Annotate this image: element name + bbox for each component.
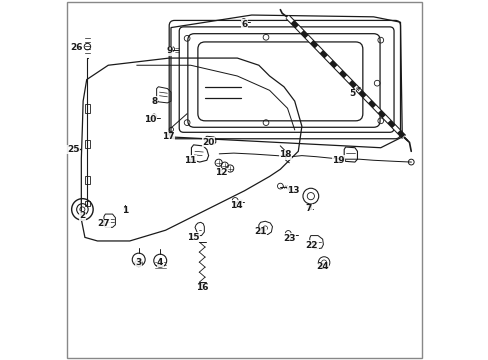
Text: 19: 19 xyxy=(331,156,344,165)
Text: 11: 11 xyxy=(183,156,196,165)
Text: 7: 7 xyxy=(305,204,312,213)
Text: 6: 6 xyxy=(241,19,247,28)
Text: 20: 20 xyxy=(202,138,214,147)
Text: 17: 17 xyxy=(162,132,174,141)
Bar xyxy=(84,176,90,184)
Text: 4: 4 xyxy=(157,258,163,267)
Text: 10: 10 xyxy=(144,114,157,123)
Text: 27: 27 xyxy=(98,219,110,228)
Text: 24: 24 xyxy=(316,262,328,271)
Text: 22: 22 xyxy=(305,241,318,250)
Text: 2: 2 xyxy=(79,211,85,220)
Text: 21: 21 xyxy=(254,228,266,237)
Text: 15: 15 xyxy=(187,233,200,242)
Text: 9: 9 xyxy=(165,46,172,55)
Text: 18: 18 xyxy=(279,150,291,159)
Text: 12: 12 xyxy=(215,168,227,177)
Text: 8: 8 xyxy=(151,96,157,105)
Text: 25: 25 xyxy=(67,145,79,154)
Text: 16: 16 xyxy=(196,283,208,292)
Bar xyxy=(84,140,90,148)
Bar xyxy=(84,104,90,113)
Text: 1: 1 xyxy=(122,206,128,215)
Text: 26: 26 xyxy=(70,43,83,52)
Text: 14: 14 xyxy=(229,201,242,210)
Text: 5: 5 xyxy=(348,89,354,98)
Text: 23: 23 xyxy=(283,234,295,243)
Text: 13: 13 xyxy=(286,186,299,195)
Bar xyxy=(84,201,90,206)
Text: 3: 3 xyxy=(135,258,142,267)
